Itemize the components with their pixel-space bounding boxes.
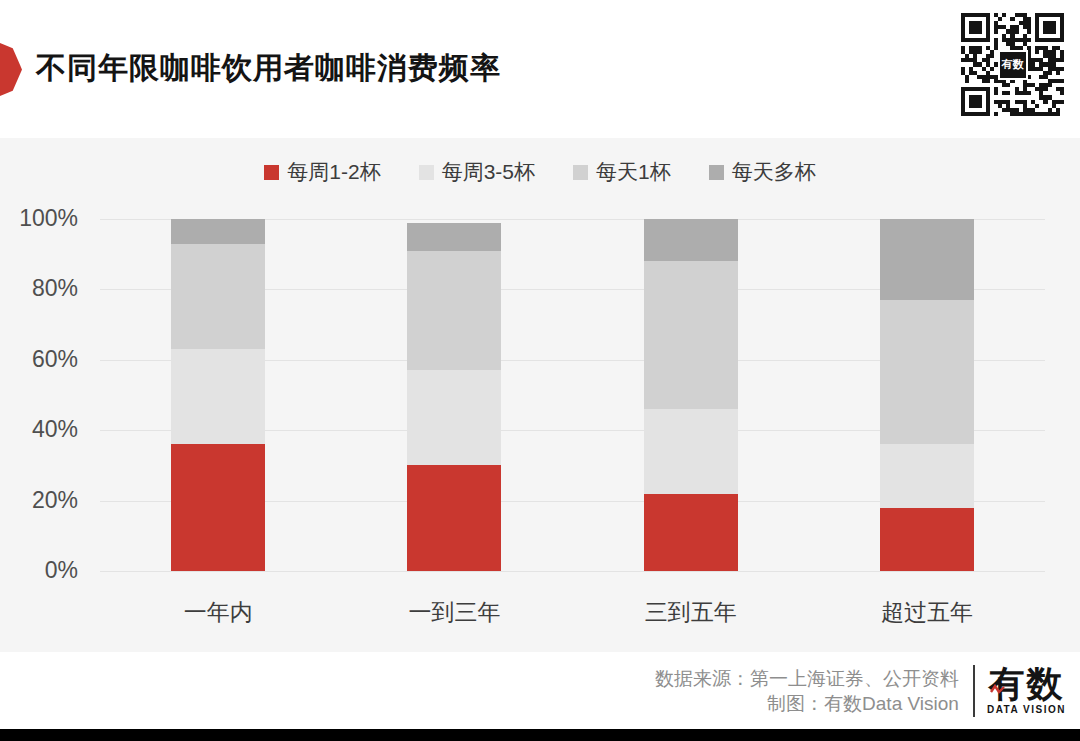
x-tick-label: 一到三年 bbox=[336, 597, 572, 628]
bar-segment bbox=[171, 349, 265, 444]
legend-label: 每天多杯 bbox=[732, 158, 816, 186]
qr-center-logo: 有数 bbox=[998, 50, 1028, 80]
bar-segment bbox=[880, 444, 974, 507]
bar-segment bbox=[407, 465, 501, 571]
bar-segment bbox=[880, 219, 974, 300]
legend-item: 每周3-5杯 bbox=[419, 158, 535, 186]
credit-line: 制图：有数Data Vision bbox=[655, 691, 959, 716]
bar-segment bbox=[171, 444, 265, 571]
stacked-bar bbox=[407, 223, 501, 571]
data-source-line: 数据来源：第一上海证券、公开资料 bbox=[655, 666, 959, 691]
legend-swatch-icon bbox=[264, 165, 279, 180]
y-tick-label: 60% bbox=[0, 346, 78, 373]
legend-label: 每周3-5杯 bbox=[442, 158, 535, 186]
y-tick-label: 100% bbox=[0, 205, 78, 232]
gridline bbox=[100, 571, 1045, 572]
legend-swatch-icon bbox=[419, 165, 434, 180]
legend-label: 每周1-2杯 bbox=[287, 158, 380, 186]
infographic-page: 不同年限咖啡饮用者咖啡消费频率 有数 每周1-2杯每周3-5杯每天1杯每天多杯 … bbox=[0, 0, 1080, 741]
footer: 数据来源：第一上海证券、公开资料 制图：有数Data Vision 有数 DAT… bbox=[0, 652, 1080, 729]
y-tick-label: 0% bbox=[0, 557, 78, 584]
stacked-bar bbox=[880, 219, 974, 571]
source-credits: 数据来源：第一上海证券、公开资料 制图：有数Data Vision bbox=[655, 666, 959, 716]
stacked-bar bbox=[644, 219, 738, 571]
legend-item: 每天多杯 bbox=[709, 158, 816, 186]
bar-segment bbox=[644, 409, 738, 493]
chart-legend: 每周1-2杯 每周3-5杯 每天1杯 每天多杯 bbox=[0, 158, 1080, 186]
bar-segment bbox=[171, 244, 265, 350]
plot-area bbox=[100, 219, 1045, 571]
qr-code: 有数 bbox=[961, 13, 1064, 116]
legend-item: 每天1杯 bbox=[573, 158, 671, 186]
legend-item: 每周1-2杯 bbox=[264, 158, 380, 186]
y-tick-label: 80% bbox=[0, 275, 78, 302]
bar-segment bbox=[644, 261, 738, 409]
bar-segment bbox=[644, 494, 738, 571]
page-title: 不同年限咖啡饮用者咖啡消费频率 bbox=[36, 48, 501, 89]
bar-segment bbox=[880, 508, 974, 571]
legend-label: 每天1杯 bbox=[596, 158, 671, 186]
y-tick-label: 40% bbox=[0, 416, 78, 443]
bar-segment bbox=[407, 370, 501, 465]
logo-en-text: DATA VISION bbox=[987, 704, 1066, 715]
legend-swatch-icon bbox=[573, 165, 588, 180]
bar-segment bbox=[407, 251, 501, 371]
bottom-black-bar bbox=[0, 729, 1080, 741]
logo-cn-text: 有数 bbox=[987, 666, 1066, 702]
header: 不同年限咖啡饮用者咖啡消费频率 有数 bbox=[0, 0, 1080, 138]
x-tick-label: 超过五年 bbox=[809, 597, 1045, 628]
bar-segment bbox=[644, 219, 738, 261]
chart-panel: 每周1-2杯每周3-5杯每天1杯每天多杯 0%20%40%60%80%100% … bbox=[0, 138, 1080, 652]
bar-segment bbox=[407, 223, 501, 251]
bar-segment bbox=[880, 300, 974, 444]
x-tick-label: 一年内 bbox=[100, 597, 336, 628]
title-ribbon-icon bbox=[0, 43, 22, 96]
bar-segment bbox=[171, 219, 265, 244]
footer-divider bbox=[973, 665, 975, 717]
y-tick-label: 20% bbox=[0, 487, 78, 514]
stacked-bar bbox=[171, 219, 265, 571]
x-tick-label: 三到五年 bbox=[573, 597, 809, 628]
brand-logo: 有数 DATA VISION bbox=[987, 666, 1066, 715]
legend-swatch-icon bbox=[709, 165, 724, 180]
